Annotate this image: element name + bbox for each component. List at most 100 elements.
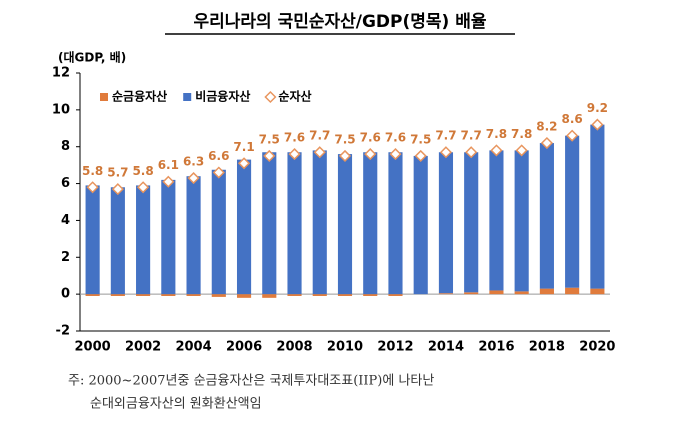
bar [363,152,378,295]
data-label: 7.5 [334,132,355,146]
marker [338,149,352,162]
bar [590,124,605,289]
bar [438,152,454,294]
bar [161,179,176,295]
x-tick-label: 2000 [75,340,111,355]
legend-label: 순자산 [278,89,311,104]
chart-title: 우리나라의 국민순자산/GDP(명목) 배율 [193,12,486,32]
marker [591,118,604,131]
y-tick-label: 6 [61,176,70,191]
marker [515,144,528,157]
marker [414,149,427,162]
data-label: 5.7 [107,166,128,180]
marker [212,166,225,179]
bar [464,292,479,295]
marker [137,181,150,194]
x-tick-label: 2018 [529,340,565,355]
x-tick-label: 2006 [226,340,262,355]
y-tick-label: -2 [56,324,70,339]
y-axis-label: (대GDP, 배) [58,50,126,65]
bar [211,294,226,297]
bar [489,290,504,295]
bar [489,150,504,291]
data-label: 8.6 [562,112,583,126]
bar [514,150,529,292]
y-tick-label: 4 [61,213,70,228]
bar [363,294,378,296]
bar [312,150,327,295]
marker [86,181,99,194]
bar [287,294,302,296]
bar [590,288,605,295]
data-label: 7.8 [486,127,507,141]
y-tick-label: 2 [61,250,70,265]
marker [389,148,402,161]
data-label: 7.8 [511,127,532,141]
data-label: 5.8 [82,164,103,178]
footnote: 순대외금융자산의 원화환산액임 [90,397,262,412]
data-label: 7.6 [385,131,406,145]
data-label: 7.1 [233,140,254,154]
bar [539,143,554,289]
x-tick-label: 2020 [579,340,615,355]
x-tick-label: 2010 [327,340,363,355]
bar [186,176,201,295]
x-tick-label: 2012 [377,340,413,355]
bar [312,294,327,296]
x-tick-label: 2014 [428,340,464,355]
x-tick-label: 2004 [175,340,211,355]
data-label: 6.6 [208,149,229,163]
bar [236,159,252,295]
data-label: 5.8 [132,164,153,178]
x-tick-label: 2002 [125,340,161,355]
bar [262,152,277,295]
marker [313,146,326,159]
bar [136,185,151,295]
footnote: 주: 2000~2007년중 순금융자산은 국제투자대조표(IIP)에 나타난 [68,374,434,389]
bar [85,185,100,295]
data-label: 6.3 [183,155,204,169]
bar [211,169,226,295]
bar [337,294,353,296]
data-label: 7.7 [461,129,482,143]
marker [288,148,301,161]
bar [388,152,403,295]
bar [464,152,479,293]
legend-label: 비금융자산 [195,89,250,104]
bar [514,291,529,295]
bar [337,154,353,295]
data-label: 7.5 [259,132,280,146]
marker [187,171,200,185]
legend-label: 순금융자산 [112,89,167,104]
marker [364,148,377,161]
y-tick-label: 10 [52,102,70,117]
marker [237,157,251,170]
data-label: 9.2 [587,101,608,115]
bar [565,135,580,288]
data-label: 7.7 [309,129,330,143]
bar [388,294,403,296]
data-label: 7.6 [284,131,305,145]
bar [136,294,151,296]
bar [539,288,554,295]
bar [565,287,580,295]
bar [413,155,428,295]
marker [263,149,276,162]
marker [540,136,553,150]
marker [111,183,124,196]
bar [161,294,176,296]
bar [287,152,302,295]
y-tick-label: 8 [61,139,70,154]
marker [490,144,503,157]
x-tick-label: 2008 [276,340,312,355]
bar [110,187,125,295]
bar [110,294,125,296]
marker [162,175,175,188]
legend-swatch [100,93,108,101]
legend-swatch [183,93,192,101]
legend-swatch [264,90,277,104]
bar [186,294,201,296]
x-tick-label: 2016 [478,340,514,355]
bar [262,294,277,298]
